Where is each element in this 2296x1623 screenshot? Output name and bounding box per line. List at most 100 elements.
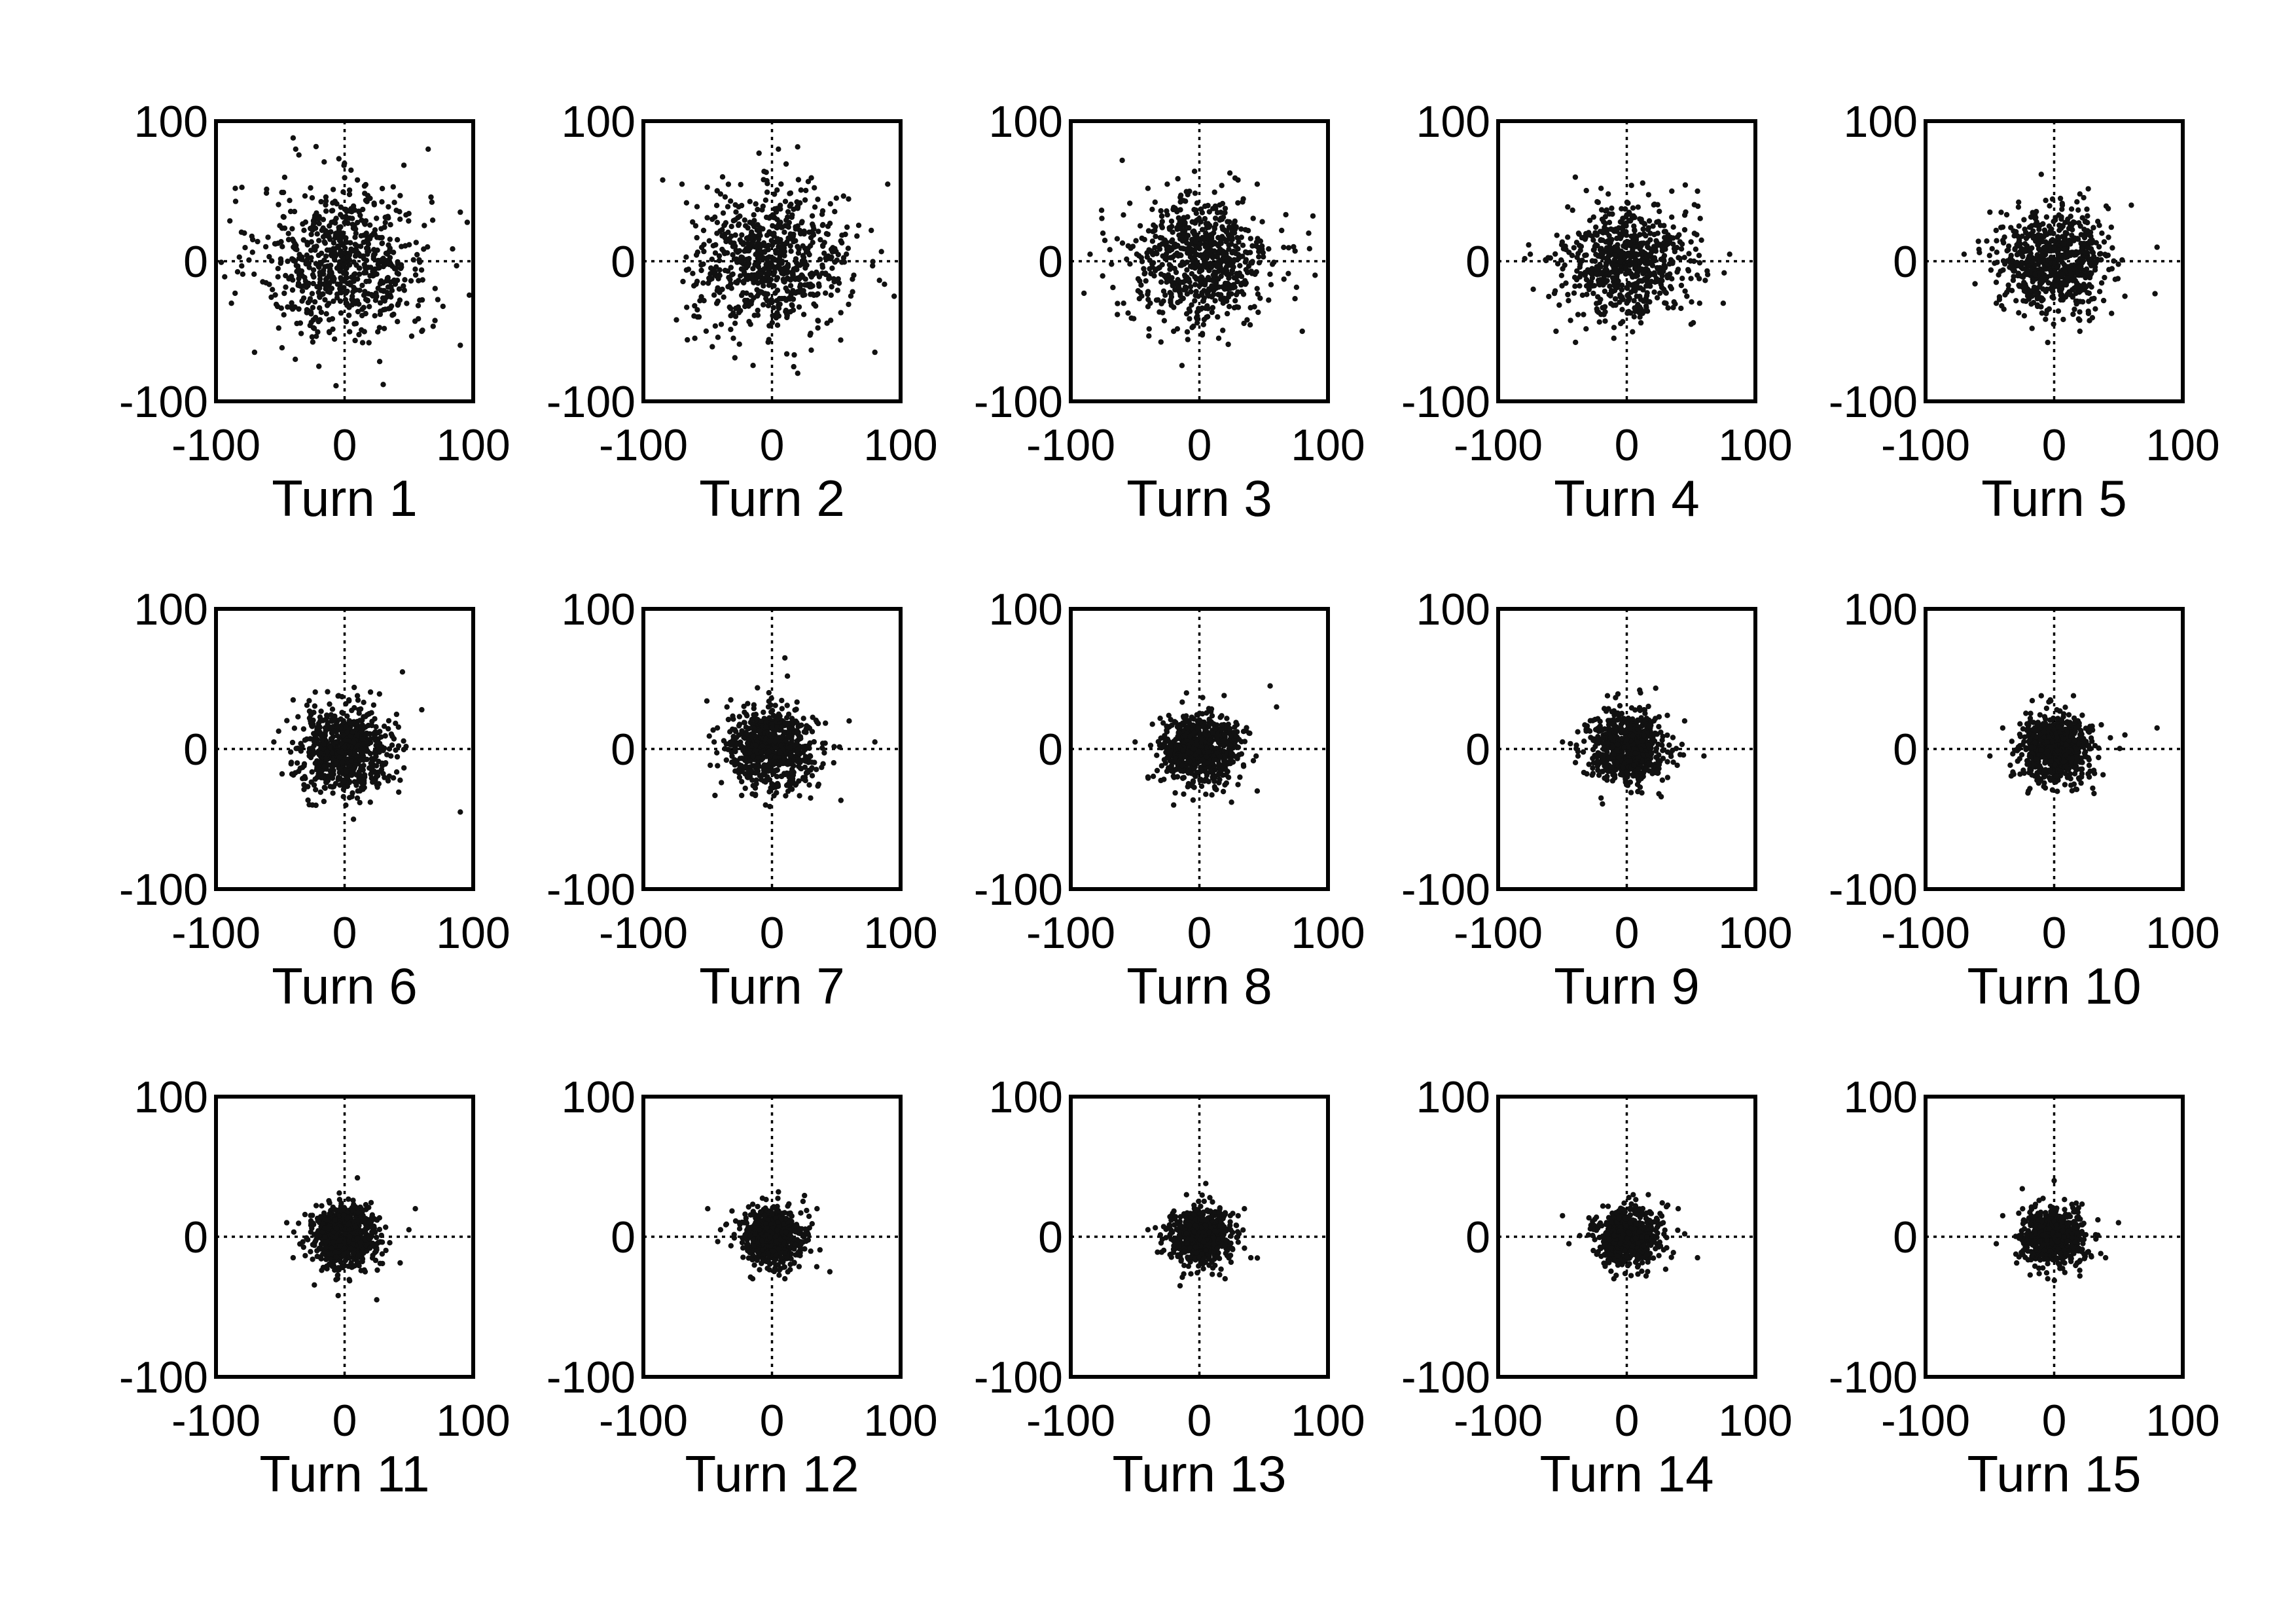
data-point [1596,280,1602,286]
data-point [1656,267,1662,273]
data-point [725,716,732,723]
data-point [363,230,369,236]
data-point [299,298,305,304]
data-point [2020,298,2026,304]
data-point [766,337,772,342]
x-tick-label: 100 [1718,420,1792,470]
data-point [836,280,842,286]
data-point [312,737,318,742]
data-point [2014,263,2020,268]
data-point [737,756,744,761]
data-point [1167,266,1173,272]
data-point [342,160,348,166]
data-point [2083,266,2090,272]
data-point [1158,208,1164,214]
data-point [232,290,238,297]
data-point [464,219,471,225]
data-point [1139,235,1145,242]
data-point [1259,219,1265,225]
data-point [294,760,300,766]
data-point [288,759,295,765]
data-point [310,304,316,310]
data-point [327,701,332,707]
data-point [746,319,752,325]
data-point [332,718,338,723]
data-point [744,712,749,718]
data-point [2051,321,2056,327]
data-point [340,732,346,739]
data-point [1600,228,1606,234]
data-point [399,669,406,675]
data-point [387,236,393,242]
data-point [704,215,710,221]
data-point [275,266,281,272]
y-tick-label: 100 [134,585,208,634]
data-point [809,773,816,779]
data-point [739,778,745,785]
data-point [766,323,772,329]
data-point [2075,207,2081,213]
data-point [2098,280,2105,286]
data-point [1659,278,1665,283]
data-point [802,265,808,271]
data-point [335,723,341,729]
data-point [715,287,721,293]
data-point [1614,228,1620,234]
data-point [2021,313,2028,319]
data-point [831,759,837,766]
data-point [2067,221,2073,227]
data-point [1312,272,1318,278]
data-point [1989,246,1995,252]
data-point [363,310,368,317]
data-point [313,143,319,150]
data-point [1242,249,1249,255]
data-point [714,230,720,236]
data-point [357,265,363,271]
data-point [2008,225,2014,230]
data-point [755,312,761,318]
data-point [1553,328,1559,335]
data-point [351,740,357,746]
data-point [1698,237,1704,243]
data-point [328,229,334,235]
data-point [719,780,725,786]
data-point [346,304,352,310]
data-point [2016,199,2022,205]
data-point [1619,306,1625,312]
data-point [2079,215,2085,221]
data-point [1647,299,1653,305]
x-tick-label: 100 [863,420,937,470]
data-point [420,277,425,283]
data-point [736,221,742,227]
data-point [1173,269,1179,276]
data-point [263,190,270,196]
data-point [756,236,762,242]
data-point [1618,321,1624,327]
data-point [1211,291,1217,297]
data-point [294,320,300,327]
data-point [317,305,323,311]
points-turn-1 [218,135,473,389]
data-point [295,714,301,720]
data-point [1624,285,1630,291]
data-point [382,745,387,752]
data-point [1558,257,1564,263]
data-point [1727,251,1732,257]
data-point [289,300,295,306]
data-point [315,216,321,222]
data-point [367,273,373,279]
data-point [317,317,323,323]
data-point [312,225,319,231]
data-point [1168,302,1174,308]
data-point [1235,289,1241,295]
data-point [1551,290,1558,297]
data-point [349,707,355,714]
data-point [1187,316,1193,322]
data-point [287,749,294,755]
data-point [416,316,422,322]
data-point [716,257,723,264]
data-point [783,161,789,167]
data-point [281,214,287,220]
data-point [755,263,761,268]
data-point [1598,207,1605,213]
